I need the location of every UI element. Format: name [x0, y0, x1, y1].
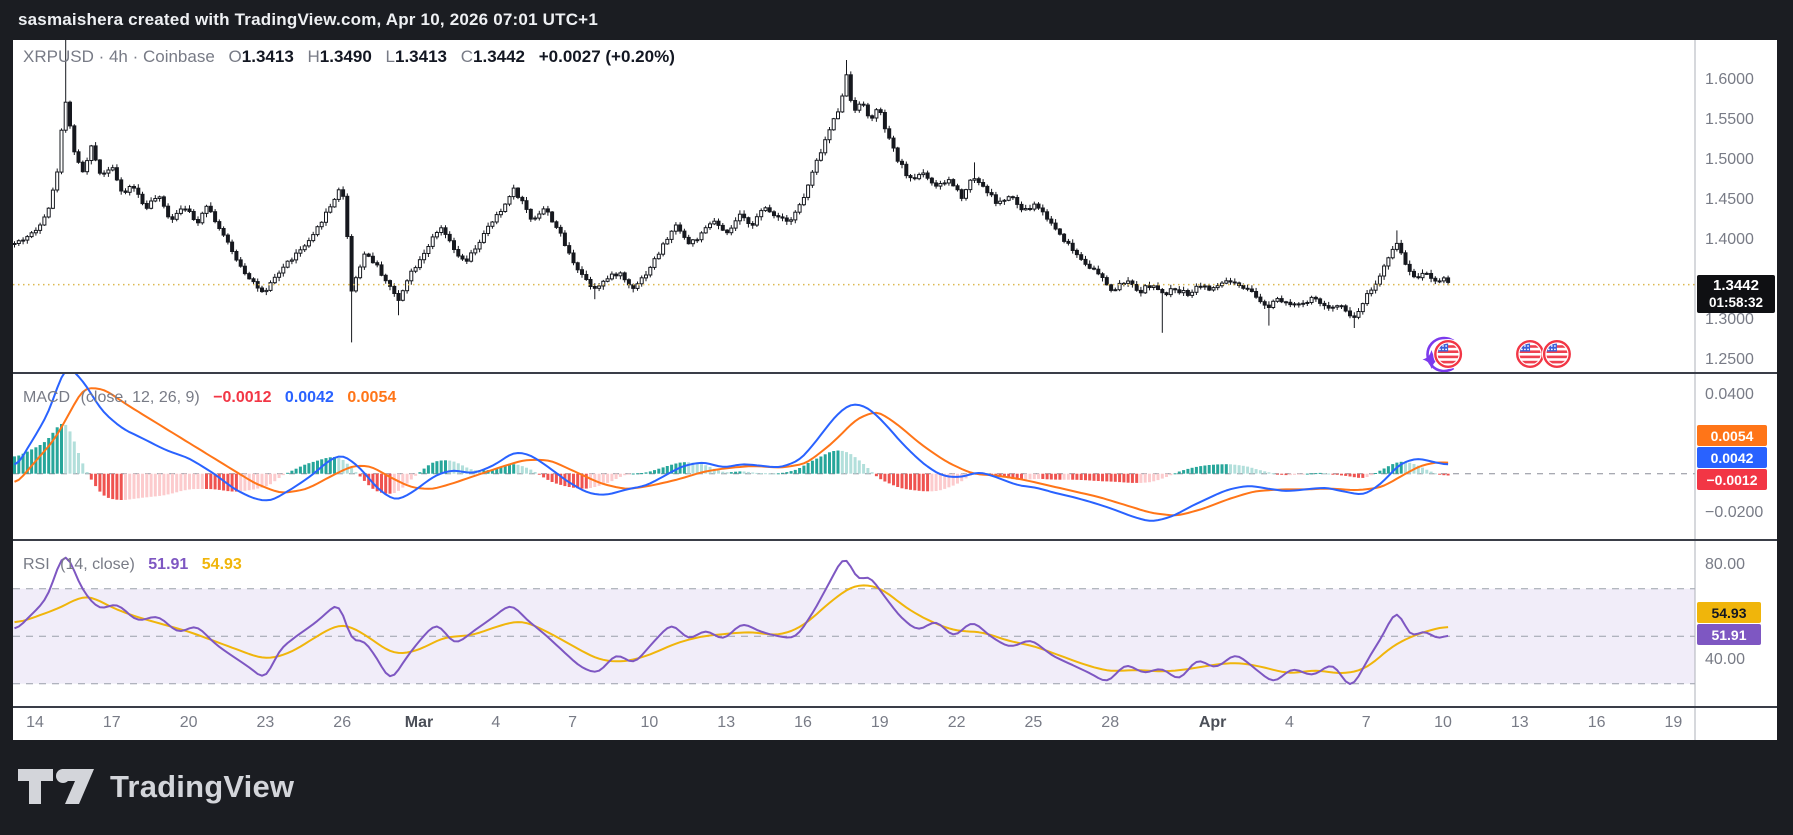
rsi-axis-label: 80.00 — [1705, 556, 1746, 573]
price-axis-label: 1.2500 — [1705, 351, 1754, 368]
macd-pane — [13, 373, 1695, 522]
rsi-title: RSI — [23, 556, 50, 573]
macd-histogram-value: −0.0012 — [213, 389, 272, 406]
ohlc-close-label: C — [460, 47, 474, 66]
price-axis-label: 1.5000 — [1705, 151, 1754, 168]
macd-axis-label: 0.0400 — [1705, 386, 1754, 404]
time-axis-label: 19 — [870, 714, 889, 731]
chart-canvas[interactable] — [13, 40, 1777, 740]
macd-title: MACD — [23, 389, 71, 406]
price-axis-label: 1.4000 — [1705, 231, 1754, 248]
attribution-text: sasmaishera created with TradingView.com… — [18, 10, 598, 29]
rsi-ma-value: 54.93 — [201, 556, 242, 573]
price-change: +0.0027 (+0.20%) — [538, 47, 675, 66]
time-axis-label: 23 — [256, 714, 275, 731]
time-axis-label: Apr — [1198, 714, 1227, 731]
rsi-ma-badge: 54.93 — [1697, 602, 1761, 623]
price-axis-label: 1.3000 — [1705, 311, 1754, 328]
us-flag-event-icon[interactable] — [1515, 339, 1546, 369]
rsi-line — [14, 556, 1449, 685]
time-axis-label: 25 — [1024, 714, 1043, 731]
ohlc-close-value: 1.3442 — [473, 47, 526, 66]
time-axis-label: 19 — [1664, 714, 1683, 731]
last-price-value: 1.3442 — [1713, 277, 1759, 294]
time-axis-label: 20 — [179, 714, 198, 731]
ohlc-high-value: 1.3490 — [319, 47, 372, 66]
tradingview-logo[interactable]: TradingView — [18, 768, 294, 806]
time-axis-label: 4 — [491, 714, 501, 731]
macd-signal-badge: 0.0054 — [1697, 425, 1767, 446]
macd-histogram-badge: −0.0012 — [1697, 469, 1767, 490]
time-axis-label: 4 — [1284, 714, 1294, 731]
symbol-title: XRPUSD · 4h · Coinbase — [23, 47, 215, 66]
rsi-axis-label: 40.00 — [1705, 651, 1746, 668]
macd-params: (close, 12, 26, 9) — [80, 389, 200, 406]
chart-area[interactable]: XRPUSD · 4h · Coinbase O1.3413 H1.3490 L… — [13, 40, 1777, 740]
time-axis-label: 26 — [333, 714, 352, 731]
macd-signal-value: 0.0054 — [347, 389, 397, 406]
time-axis-label: 14 — [26, 714, 44, 731]
price-axis-label: 1.6000 — [1705, 71, 1754, 88]
time-axis-label: 28 — [1101, 714, 1120, 731]
symbol-legend: XRPUSD · 4h · Coinbase O1.3413 H1.3490 L… — [23, 47, 675, 67]
time-axis-label: Mar — [404, 714, 434, 731]
rsi-legend: RSI (14, close) 51.91 54.93 — [23, 556, 242, 574]
time-axis-label: 13 — [717, 714, 736, 731]
macd-line-value: 0.0042 — [284, 389, 334, 406]
last-price-badge: 1.3442 01:58:32 — [1697, 275, 1775, 313]
ohlc-open-label: O — [228, 47, 242, 66]
time-axis-label: 17 — [102, 714, 121, 731]
time-axis-label: 22 — [947, 714, 966, 731]
macd-line — [13, 373, 1449, 522]
ohlc-open-value: 1.3413 — [241, 47, 294, 66]
price-axis-label: 1.4500 — [1705, 191, 1754, 208]
us-flag-event-icon[interactable] — [1433, 339, 1464, 369]
time-axis-label: 7 — [568, 714, 578, 731]
ohlc-high-label: H — [307, 47, 320, 66]
time-axis-label: 16 — [1587, 714, 1606, 731]
macd-line-badge: 0.0042 — [1697, 447, 1767, 468]
ohlc-low-value: 1.3413 — [395, 47, 447, 66]
footer: TradingView — [0, 740, 1793, 835]
time-axis-label: 16 — [794, 714, 812, 731]
us-flag-event-icon[interactable] — [1541, 339, 1572, 369]
time-axis-label: 13 — [1510, 714, 1529, 731]
tradingview-logo-mark — [18, 769, 94, 804]
attribution-bar: sasmaishera created with TradingView.com… — [0, 0, 1793, 40]
macd-axis-label: −0.0200 — [1705, 504, 1764, 521]
rsi-pane — [13, 556, 1695, 685]
ai-sparkle-event-icon[interactable] — [1422, 336, 1455, 373]
bar-countdown: 01:58:32 — [1708, 295, 1764, 310]
tradingview-wordmark: TradingView — [110, 769, 295, 804]
time-axis-label: 10 — [640, 714, 659, 731]
macd-signal-line — [14, 387, 1449, 517]
macd-legend: MACD (close, 12, 26, 9) −0.0012 0.0042 0… — [23, 389, 396, 407]
rsi-params: (14, close) — [60, 556, 135, 573]
rsi-value: 51.91 — [148, 556, 189, 573]
rsi-badge: 51.91 — [1697, 624, 1761, 645]
time-axis-label: 7 — [1361, 714, 1371, 731]
time-axis-label: 10 — [1434, 714, 1452, 731]
ohlc-low-label: L — [385, 47, 395, 66]
price-axis-label: 1.5500 — [1705, 111, 1754, 128]
price-pane — [13, 40, 1451, 343]
